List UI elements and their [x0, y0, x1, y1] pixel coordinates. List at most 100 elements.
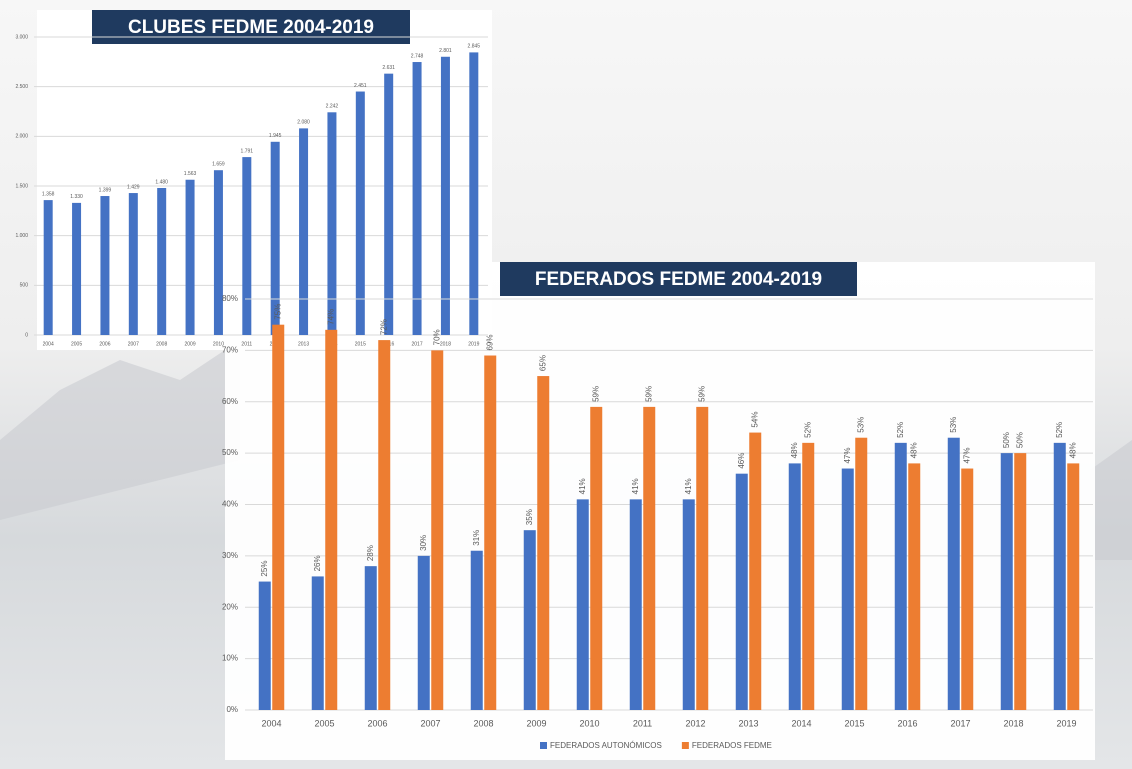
- x-tick-label: 2017: [950, 718, 970, 728]
- y-tick-label: 20%: [222, 602, 238, 611]
- value-label: 59%: [591, 386, 600, 402]
- bar: [484, 356, 496, 710]
- value-label: 2.242: [326, 104, 339, 110]
- legend-label: FEDERADOS FEDME: [692, 741, 772, 750]
- bar: [524, 530, 536, 710]
- bar: [242, 157, 251, 335]
- x-tick-label: 2006: [99, 341, 110, 347]
- value-label: 65%: [538, 355, 547, 371]
- y-tick-label: 2.000: [15, 134, 28, 140]
- legend-label: FEDERADOS AUTONÓMICOS: [550, 741, 662, 750]
- x-tick-label: 2008: [473, 718, 493, 728]
- bar: [299, 128, 308, 335]
- x-tick-label: 2018: [440, 341, 451, 347]
- bar: [469, 52, 478, 335]
- value-label: 2.631: [382, 65, 395, 71]
- bar: [537, 376, 549, 710]
- y-tick-label: 50%: [222, 448, 238, 457]
- bar: [696, 407, 708, 710]
- value-label: 70%: [432, 329, 441, 345]
- bar: [1067, 463, 1079, 710]
- x-tick-label: 2013: [298, 341, 309, 347]
- x-tick-label: 2013: [738, 718, 758, 728]
- chart-title: CLUBES FEDME 2004-2019: [128, 17, 374, 38]
- value-label: 1.399: [99, 187, 112, 193]
- y-tick-label: 40%: [222, 500, 238, 509]
- y-tick-label: 80%: [222, 294, 238, 303]
- value-label: 2.801: [439, 48, 452, 54]
- bar: [1054, 443, 1066, 710]
- value-label: 1.330: [70, 194, 83, 200]
- bar: [630, 499, 642, 710]
- legend-swatch: [682, 742, 689, 749]
- value-label: 59%: [697, 386, 706, 402]
- chart-title: FEDERADOS FEDME 2004-2019: [535, 269, 822, 290]
- x-tick-label: 2010: [579, 718, 599, 728]
- bar: [842, 469, 854, 710]
- x-tick-label: 2008: [156, 341, 167, 347]
- bar: [413, 62, 422, 335]
- value-label: 48%: [909, 442, 918, 458]
- value-label: 52%: [1055, 422, 1064, 438]
- value-label: 2.080: [297, 120, 310, 126]
- bar: [948, 438, 960, 710]
- value-label: 2.748: [411, 53, 424, 59]
- y-tick-label: 10%: [222, 654, 238, 663]
- bar: [272, 325, 284, 710]
- x-tick-label: 2014: [791, 718, 811, 728]
- y-tick-label: 30%: [222, 551, 238, 560]
- value-label: 1.791: [241, 148, 254, 154]
- bar: [590, 407, 602, 710]
- bar: [325, 330, 337, 710]
- value-label: 41%: [684, 478, 693, 494]
- value-label: 28%: [366, 545, 375, 561]
- bar: [441, 57, 450, 335]
- bar: [259, 582, 271, 710]
- x-tick-label: 2007: [128, 341, 139, 347]
- x-tick-label: 2015: [355, 341, 366, 347]
- bar: [327, 112, 336, 335]
- value-label: 2.845: [468, 44, 481, 50]
- bar: [312, 576, 324, 710]
- bar: [431, 350, 443, 710]
- value-label: 52%: [803, 422, 812, 438]
- x-tick-label: 2018: [1003, 718, 1023, 728]
- x-tick-label: 2005: [71, 341, 82, 347]
- y-tick-label: 0%: [226, 705, 238, 714]
- bar: [384, 74, 393, 335]
- value-label: 53%: [856, 417, 865, 433]
- x-tick-label: 2016: [897, 718, 917, 728]
- bar: [471, 551, 483, 710]
- bar: [908, 463, 920, 710]
- value-label: 1.358: [42, 191, 55, 197]
- value-label: 47%: [962, 448, 971, 464]
- value-label: 26%: [313, 555, 322, 571]
- x-tick-label: 2009: [185, 341, 196, 347]
- x-tick-label: 2004: [43, 341, 54, 347]
- x-tick-label: 2005: [314, 718, 334, 728]
- value-label: 50%: [1015, 432, 1024, 448]
- x-tick-label: 2006: [367, 718, 387, 728]
- x-tick-label: 2009: [526, 718, 546, 728]
- bar: [365, 566, 377, 710]
- bar: [961, 469, 973, 710]
- y-tick-label: 60%: [222, 397, 238, 406]
- value-label: 53%: [949, 417, 958, 433]
- value-label: 1.563: [184, 171, 197, 177]
- x-tick-label: 2015: [844, 718, 864, 728]
- bar: [789, 463, 801, 710]
- value-label: 48%: [790, 442, 799, 458]
- y-tick-label: 70%: [222, 345, 238, 354]
- legend-swatch: [540, 742, 547, 749]
- bar: [44, 200, 53, 335]
- value-label: 52%: [896, 422, 905, 438]
- value-label: 54%: [750, 412, 759, 428]
- x-tick-label: 2012: [685, 718, 705, 728]
- y-tick-label: 0: [25, 332, 28, 338]
- value-label: 1.480: [155, 179, 168, 185]
- x-tick-label: 2011: [241, 341, 252, 347]
- x-tick-label: 2019: [1056, 718, 1076, 728]
- y-tick-label: 500: [20, 283, 29, 289]
- page: CLUBES FEDME 2004-201905001.0001.5002.00…: [0, 0, 1132, 769]
- value-label: 1.659: [212, 162, 225, 168]
